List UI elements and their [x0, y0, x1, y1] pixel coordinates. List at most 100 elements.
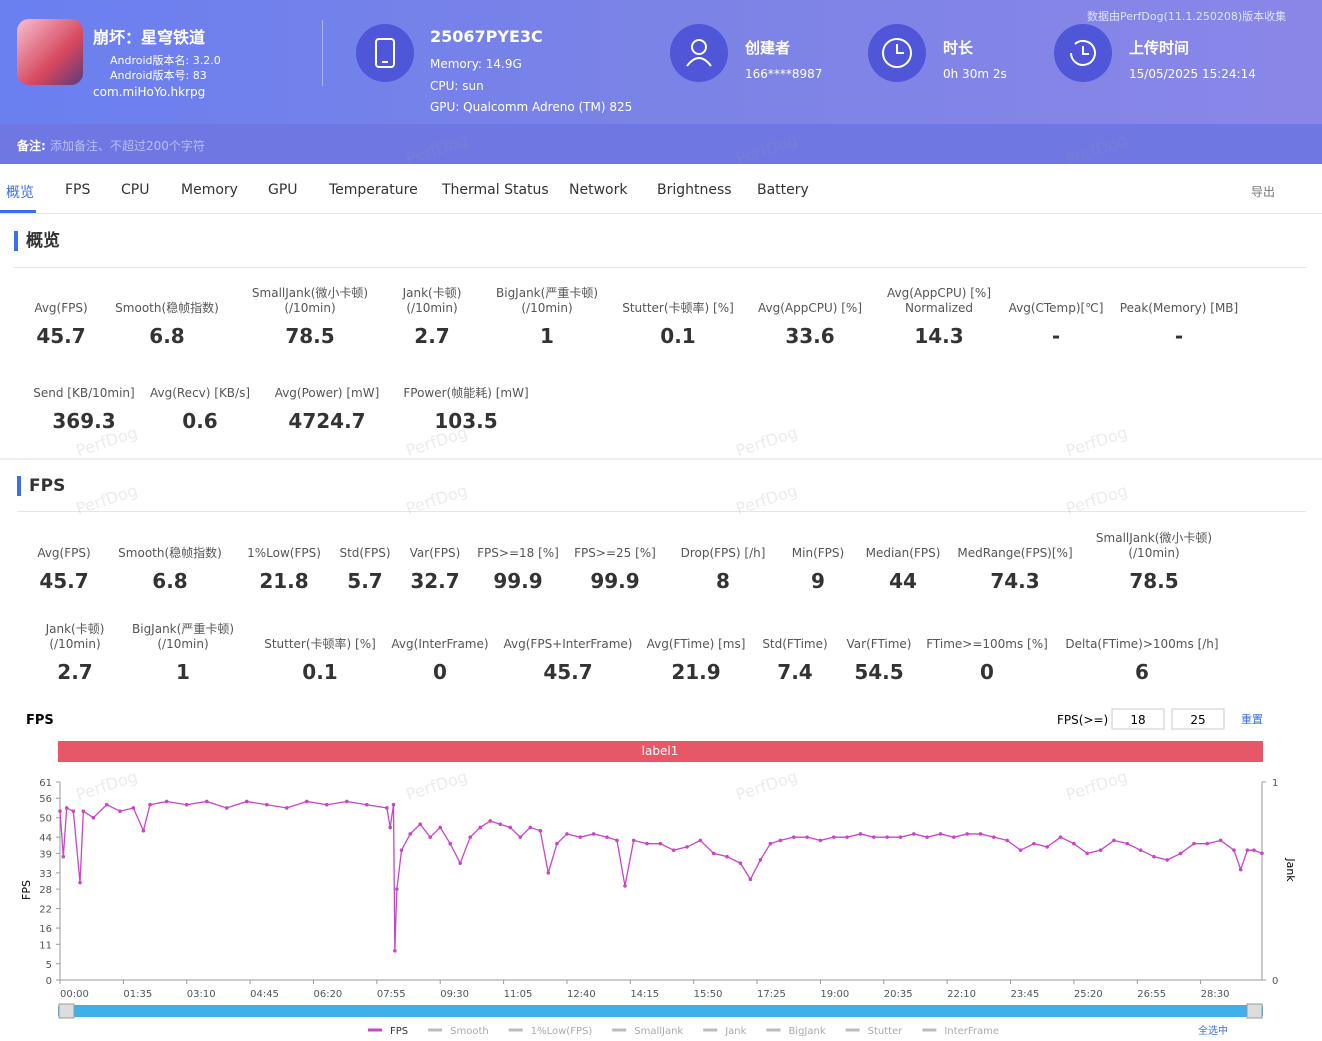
metric-label: Var(FPS) — [409, 546, 461, 560]
label-band — [58, 741, 1263, 762]
tab[interactable]: Memory — [181, 182, 238, 198]
metric-value: 1 — [540, 324, 554, 348]
x-tick-label: 06:20 — [313, 989, 342, 1000]
y-tick-label: 33 — [39, 869, 52, 880]
x-tick-label: 28:30 — [1201, 989, 1230, 1000]
tab[interactable]: Thermal Status — [442, 182, 549, 198]
data-point — [1192, 841, 1196, 846]
package: com.miHoYo.hkrpg — [93, 85, 206, 99]
metric-label: Std(FPS) — [339, 546, 391, 560]
x-tick-label: 00:00 — [60, 989, 89, 1000]
data-point — [305, 799, 309, 804]
chart-title: FPS — [26, 713, 54, 728]
watermark: PerfDog — [733, 480, 800, 519]
data-point — [508, 825, 513, 830]
metric: Avg(InterFrame) 0 — [391, 620, 488, 684]
legend-label[interactable]: InterFrame — [944, 1026, 999, 1037]
data-point — [711, 851, 716, 856]
fps-chart: FPS FPS(>=) 18 25 重置 label1 0 5 11 16 22 28 33 39 44 50… — [20, 708, 1297, 1037]
metric-label: SmallJank(微小卡顿) (/10min) — [1095, 531, 1213, 560]
remark-input[interactable]: 添加备注、不超过200个字符 — [50, 139, 205, 153]
data-point — [725, 854, 729, 859]
reset-button[interactable]: 重置 — [1241, 712, 1263, 726]
legend-label[interactable]: Smooth — [450, 1026, 489, 1037]
data-point — [399, 848, 404, 852]
legend-label[interactable]: BigJank — [788, 1026, 825, 1037]
metric-value: 21.9 — [671, 660, 721, 684]
android-version-code: Android版本号: 83 — [110, 69, 207, 82]
metric-value: 0 — [433, 660, 447, 684]
metric-label: Avg(AppCPU) [%] Normalized — [886, 286, 992, 315]
legend-label[interactable]: 1%Low(FPS) — [531, 1026, 593, 1037]
tab[interactable]: Temperature — [329, 182, 418, 198]
tab[interactable]: Network — [569, 182, 628, 198]
metric-label: Smooth(稳帧指数) — [118, 546, 222, 560]
slider-handle[interactable] — [1246, 1003, 1263, 1019]
tab[interactable]: Brightness — [657, 182, 732, 198]
data-point — [871, 835, 876, 839]
data-point — [131, 806, 136, 810]
metric-value: 7.4 — [777, 660, 813, 684]
data-point — [1138, 848, 1143, 852]
y-tick-label: 5 — [46, 960, 52, 971]
metric: Std(FPS) 5.7 — [339, 529, 390, 593]
tab[interactable]: Battery — [757, 182, 809, 198]
data-point — [1165, 858, 1170, 862]
metric-value: 6.8 — [149, 324, 185, 348]
device: 25067PYE3C — [430, 27, 543, 46]
threshold-input[interactable] — [1111, 708, 1165, 730]
data-point — [1018, 848, 1023, 852]
y-tick-label: 50 — [39, 814, 52, 825]
metric: Avg(Power) [mW] 4724.7 — [275, 369, 380, 433]
legend-label[interactable]: SmallJank — [634, 1026, 683, 1037]
metric: Stutter(卡顿率) [%] 0.1 — [264, 620, 376, 684]
data-point — [408, 832, 412, 836]
select-all[interactable]: 全选中 — [1198, 1024, 1228, 1037]
legend-label[interactable]: Stutter — [868, 1026, 904, 1037]
metric: 1%Low(FPS) 21.8 — [247, 529, 321, 593]
x-tick-label: 12:40 — [567, 989, 596, 1000]
data-point — [458, 861, 463, 865]
metric-label: Avg(AppCPU) [%] — [757, 301, 863, 315]
threshold-input[interactable] — [1171, 708, 1225, 730]
data-point — [345, 799, 349, 804]
source-note: 数据由PerfDog(11.1.250208)版本收集 — [1087, 10, 1287, 23]
tab[interactable]: GPU — [268, 182, 298, 198]
data-point — [565, 832, 569, 836]
metric-value: - — [1051, 324, 1061, 348]
metric: Min(FPS) 9 — [792, 529, 844, 593]
y-axis-label: FPS — [20, 880, 33, 900]
legend-label[interactable]: Jank — [724, 1026, 746, 1037]
legend-label[interactable]: FPS — [390, 1026, 408, 1037]
data-point — [898, 835, 903, 839]
y-tick-label: 61 — [39, 778, 52, 789]
duration-icon — [868, 24, 926, 82]
data-point — [1072, 841, 1076, 846]
metric-value: 6.8 — [152, 569, 188, 593]
data-point — [141, 828, 146, 833]
tab[interactable]: FPS — [65, 182, 91, 198]
data-point — [778, 838, 783, 843]
watermark: PerfDog — [73, 480, 140, 519]
tab-border — [0, 213, 1322, 214]
tab[interactable]: 概览 — [6, 185, 34, 201]
metric: Var(FPS) 32.7 — [410, 529, 461, 593]
zoom-slider[interactable] — [58, 1005, 1263, 1017]
data-point — [244, 799, 249, 804]
metric: Peak(Memory) [MB] - — [1120, 284, 1238, 348]
data-point — [1005, 838, 1009, 843]
metric-value: 9 — [811, 569, 825, 593]
export-button[interactable]: 导出 — [1251, 185, 1276, 199]
data-point — [428, 835, 433, 839]
tab[interactable]: CPU — [121, 182, 150, 198]
slider-handle[interactable] — [58, 1003, 75, 1019]
data-point — [555, 841, 559, 846]
x-tick-label: 20:35 — [884, 989, 913, 1000]
metric-value: 32.7 — [410, 569, 460, 593]
metric: Smooth(稳帧指数) 6.8 — [118, 529, 222, 593]
data-point — [952, 835, 956, 839]
metric: Smooth(稳帧指数) 6.8 — [115, 284, 219, 348]
metric-value: 1 — [176, 660, 190, 684]
watermark: PerfDog — [1063, 480, 1130, 519]
data-point — [1238, 867, 1243, 872]
